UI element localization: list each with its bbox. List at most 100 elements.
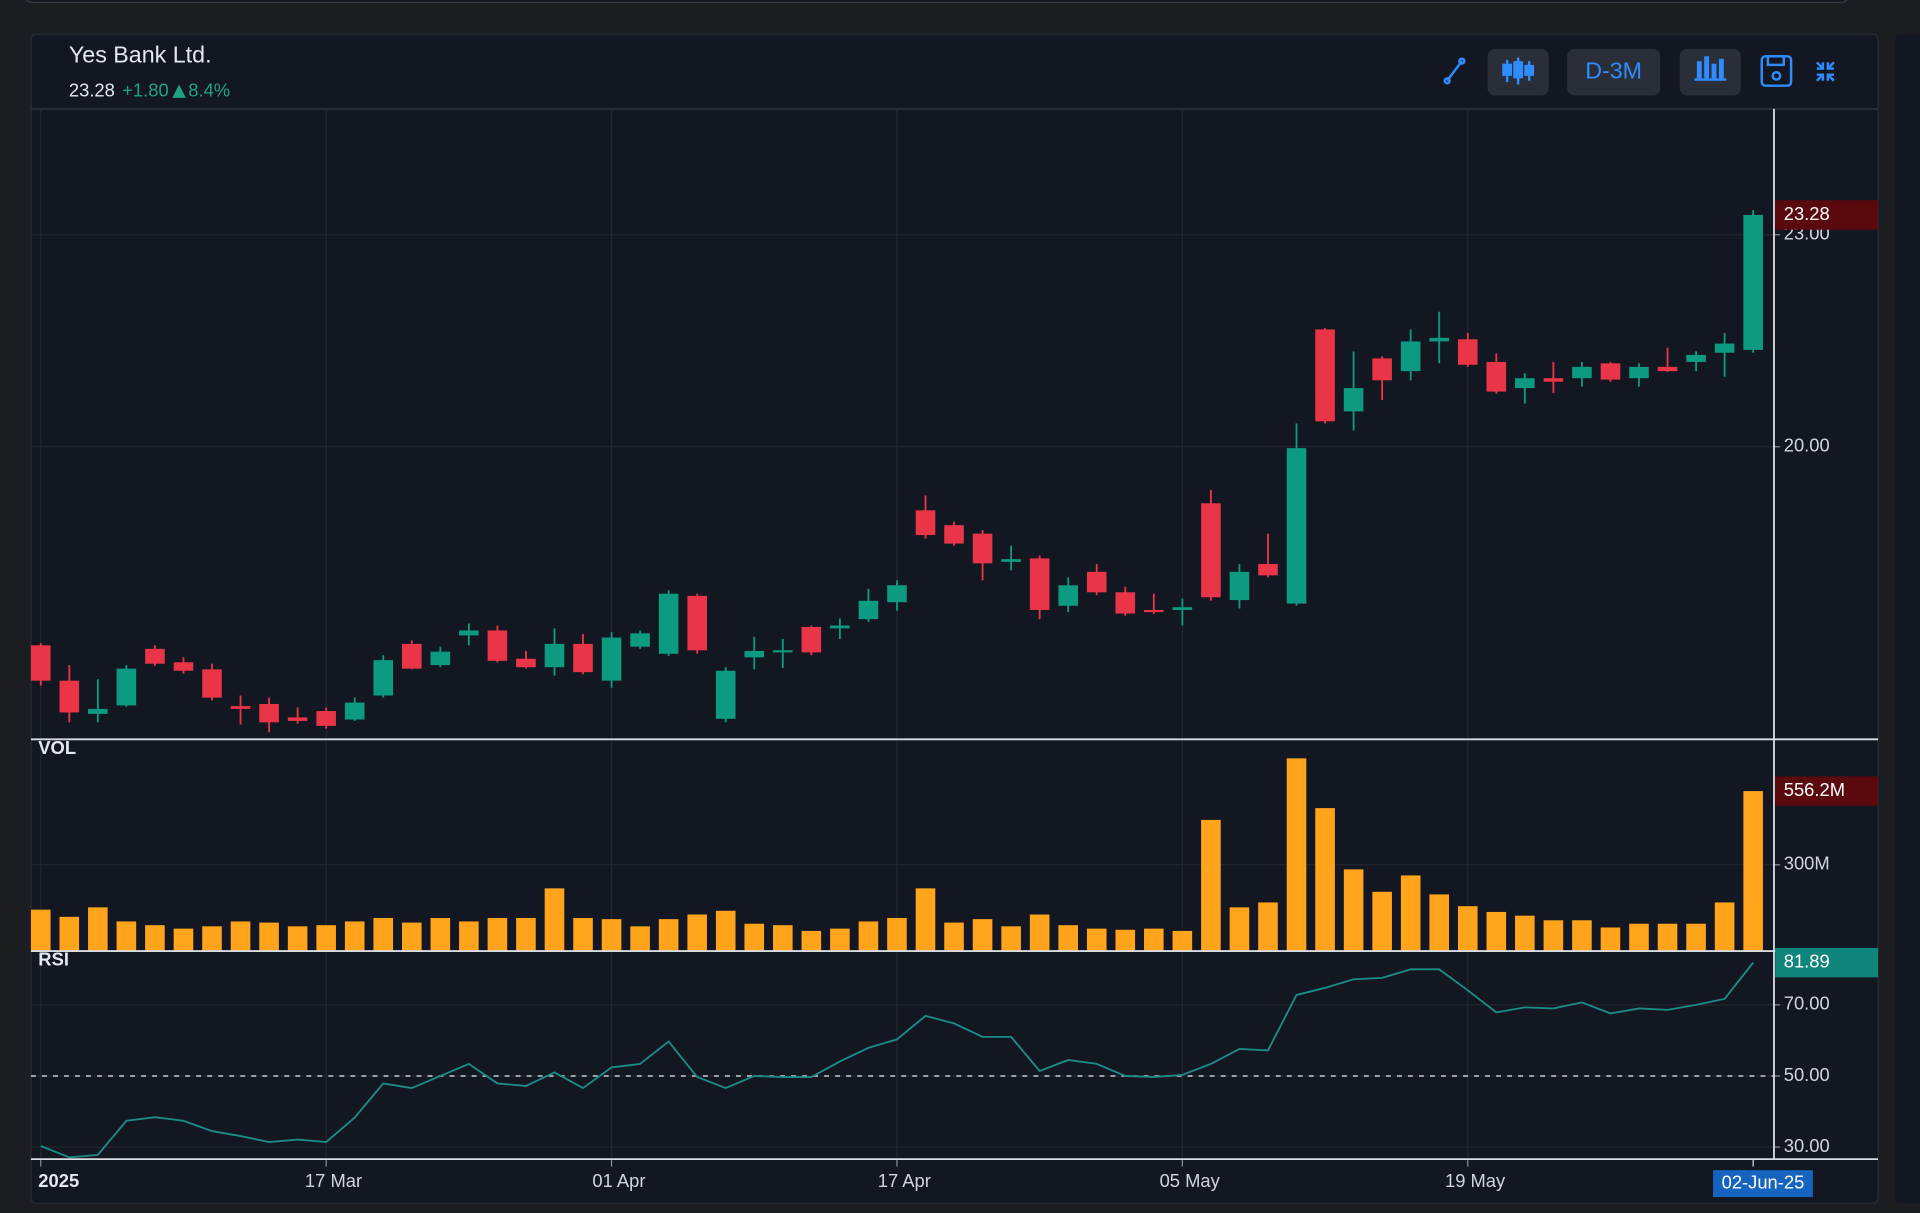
bars-icon bbox=[1694, 56, 1727, 81]
volume-bar bbox=[145, 925, 165, 952]
candle-body bbox=[373, 660, 394, 696]
y-tick-label: 70.00 bbox=[1784, 993, 1830, 1014]
candle-body bbox=[1686, 354, 1706, 362]
volume-bar bbox=[1515, 915, 1535, 952]
candle-body bbox=[658, 593, 679, 654]
candle-body bbox=[1457, 339, 1478, 365]
candle-body bbox=[145, 648, 165, 664]
volume-bar bbox=[1115, 929, 1136, 952]
volume-bar bbox=[1743, 791, 1763, 952]
candle-body bbox=[1229, 571, 1250, 601]
volume-bar bbox=[1201, 819, 1221, 952]
volume-bar bbox=[1714, 902, 1735, 952]
candle-body bbox=[915, 510, 936, 536]
candle-body bbox=[1001, 559, 1021, 562]
volume-bar bbox=[915, 888, 936, 952]
volume-bar bbox=[459, 921, 479, 952]
candle-body bbox=[1086, 571, 1107, 593]
candle-body bbox=[944, 525, 964, 544]
volume-bar bbox=[1457, 906, 1478, 952]
candle-body bbox=[801, 626, 822, 653]
volume-bar bbox=[230, 921, 251, 952]
candle-body bbox=[30, 645, 51, 681]
candle-body bbox=[430, 651, 451, 666]
save-icon[interactable] bbox=[1760, 55, 1793, 87]
side-panel-edge bbox=[1895, 34, 1920, 1204]
volume-bar bbox=[830, 928, 850, 952]
x-tick-label: 01 Apr bbox=[592, 1170, 645, 1191]
volume-bar bbox=[430, 917, 451, 952]
volume-bar bbox=[116, 921, 137, 952]
volume-bar bbox=[887, 917, 907, 952]
up-arrow bbox=[172, 84, 186, 98]
last-volume-label: 556.2M bbox=[1784, 779, 1845, 800]
candle-body bbox=[1515, 378, 1535, 389]
candle-body bbox=[259, 703, 279, 723]
volume-bar bbox=[1657, 923, 1678, 952]
volume-bar bbox=[1372, 891, 1392, 952]
x-tick-label: 05 May bbox=[1160, 1170, 1221, 1191]
candle-body bbox=[287, 717, 308, 721]
candle-body bbox=[1343, 388, 1364, 412]
volume-bar bbox=[658, 919, 679, 952]
volume-bar bbox=[544, 888, 565, 952]
candle-body bbox=[1286, 448, 1307, 604]
volume-bar bbox=[715, 910, 736, 952]
candle-body bbox=[573, 643, 593, 673]
volume-bar bbox=[1315, 808, 1335, 952]
volume-bar bbox=[972, 919, 993, 952]
candle-body bbox=[1657, 366, 1678, 372]
volume-bar bbox=[1686, 923, 1706, 952]
volume-bar bbox=[1144, 928, 1164, 952]
cursor-label: 02-Jun-25 bbox=[1722, 1171, 1805, 1192]
candle-body bbox=[1543, 378, 1564, 382]
top-panel-edge bbox=[25, 0, 1848, 4]
volume-bar bbox=[630, 926, 650, 952]
candle-body bbox=[1115, 592, 1136, 614]
volume-bar bbox=[573, 917, 593, 952]
volume-bar bbox=[1400, 875, 1421, 952]
volume-bar bbox=[1172, 930, 1193, 952]
volume-bar bbox=[944, 922, 964, 952]
volume-bar bbox=[1029, 914, 1050, 952]
y-tick-label: 300M bbox=[1784, 853, 1830, 874]
volume-bar bbox=[1058, 925, 1078, 952]
volume-bar bbox=[344, 921, 365, 952]
volume-bar bbox=[1258, 902, 1278, 952]
candle-body bbox=[972, 533, 993, 564]
volume-bar bbox=[1629, 923, 1649, 952]
interval-button[interactable] bbox=[1567, 48, 1661, 96]
draw-tool[interactable] bbox=[1443, 57, 1466, 85]
volume-bar bbox=[858, 921, 879, 952]
volume-bar bbox=[1001, 926, 1021, 952]
last-rsi-box bbox=[1775, 947, 1879, 978]
candle-body bbox=[173, 662, 194, 671]
candle-body bbox=[487, 630, 508, 661]
last-rsi-label: 81.89 bbox=[1784, 950, 1830, 971]
indicator-button[interactable] bbox=[1679, 48, 1741, 96]
candle-body bbox=[59, 680, 80, 713]
volume-bar bbox=[59, 916, 80, 952]
candle-body bbox=[459, 630, 479, 636]
last-price: 23.28 bbox=[69, 80, 115, 101]
volume-bar bbox=[30, 909, 51, 952]
candle-body bbox=[744, 650, 765, 658]
last-price-label: 23.28 bbox=[1784, 203, 1830, 224]
candle-body bbox=[316, 711, 336, 726]
candle-body bbox=[1144, 609, 1164, 613]
candle-body bbox=[601, 637, 622, 681]
volume-bar bbox=[1343, 869, 1364, 952]
volume-bar bbox=[401, 922, 422, 952]
candle-body bbox=[516, 658, 536, 668]
candle-body bbox=[544, 643, 565, 668]
candle-body bbox=[1629, 366, 1649, 379]
candle-body bbox=[630, 633, 650, 647]
candle-body bbox=[830, 625, 850, 629]
candle-body bbox=[1400, 341, 1421, 372]
volume-bar bbox=[373, 917, 394, 952]
price-change: +1.80 bbox=[122, 80, 168, 101]
collapse-icon[interactable] bbox=[1815, 61, 1835, 82]
y-tick-label: 50.00 bbox=[1784, 1064, 1830, 1085]
